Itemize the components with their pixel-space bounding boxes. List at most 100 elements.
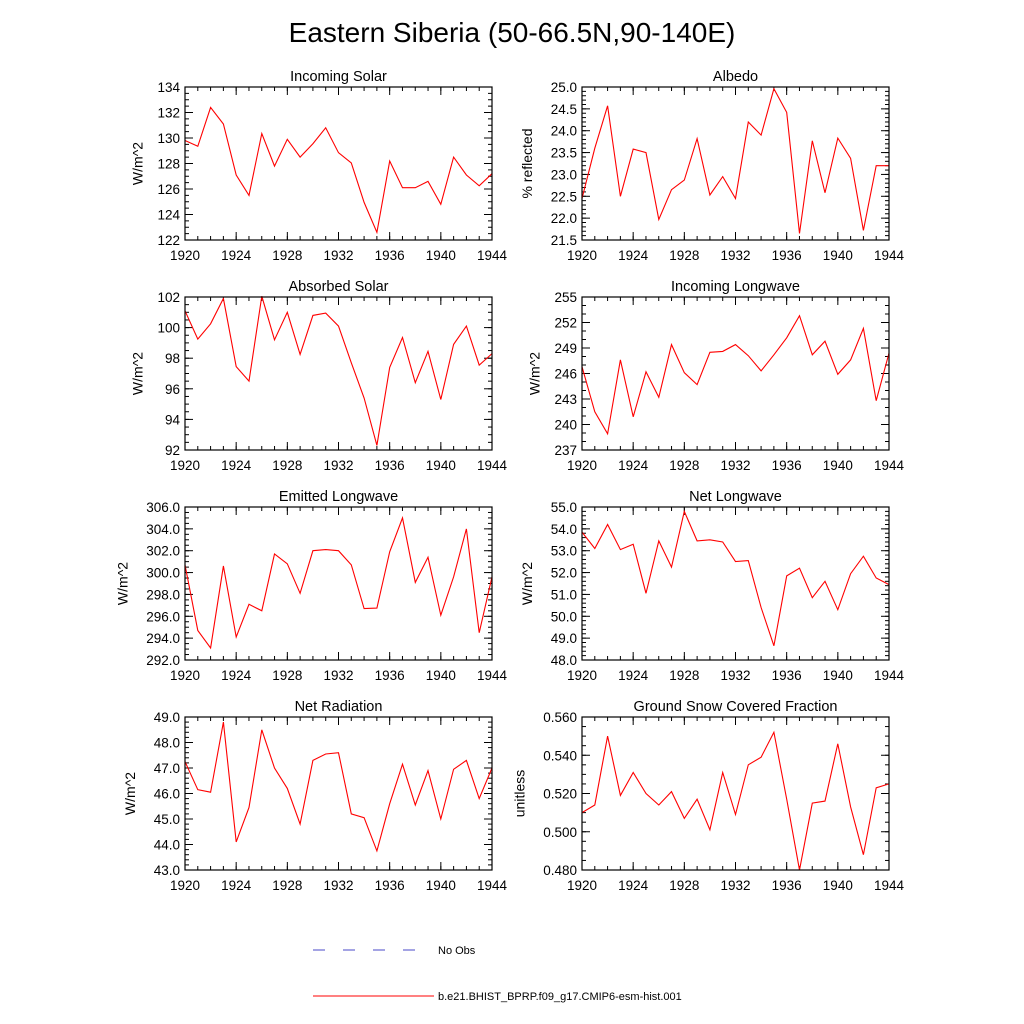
plot-frame <box>184 86 493 241</box>
y-tick-label: 298.0 <box>146 587 180 602</box>
x-tick-label: 1920 <box>567 668 597 683</box>
series-line <box>581 87 889 234</box>
x-tick-label: 1944 <box>874 878 905 893</box>
y-axis-label: unitless <box>512 770 528 817</box>
x-tick-label: 1924 <box>221 878 252 893</box>
x-tick-label: 1944 <box>874 458 905 473</box>
x-tick-label: 1928 <box>669 668 699 683</box>
y-tick-label: 102 <box>157 290 180 305</box>
series-line <box>184 296 493 446</box>
plot-frame <box>581 86 890 241</box>
y-tick-label: 55.0 <box>551 500 577 515</box>
y-tick-label: 49.0 <box>154 710 180 725</box>
plot-frame <box>184 296 493 451</box>
panel-net-radiation: Net Radiation 1920 1924 1928 1932 1936 1940 194… <box>122 699 508 893</box>
x-tick-label: 1932 <box>323 878 353 893</box>
x-tick-label: 1944 <box>874 668 905 683</box>
y-tick-label: 94 <box>165 412 181 427</box>
y-axis-label: W/m^2 <box>130 142 146 185</box>
y-tick-label: 306.0 <box>146 500 180 515</box>
x-tick-label: 1928 <box>272 878 302 893</box>
x-tick-label: 1940 <box>823 668 853 683</box>
x-tick-label: 1928 <box>669 458 699 473</box>
y-tick-label: 51.0 <box>551 587 577 602</box>
y-tick-label: 132 <box>157 106 180 121</box>
y-axis-label: W/m^2 <box>122 772 138 815</box>
x-tick-label: 1920 <box>567 878 597 893</box>
y-tick-label: 0.520 <box>543 787 577 802</box>
y-tick-label: 44.0 <box>154 838 180 853</box>
y-tick-label: 52.0 <box>551 566 577 581</box>
x-tick-label: 1940 <box>426 458 456 473</box>
y-tick-label: 100 <box>157 321 180 336</box>
x-tick-label: 1944 <box>477 878 508 893</box>
plot-frame <box>581 296 890 451</box>
x-tick-label: 1924 <box>618 878 649 893</box>
y-tick-label: 294.0 <box>146 631 180 646</box>
series-line <box>184 515 493 650</box>
x-tick-label: 1932 <box>720 248 750 263</box>
series-line <box>184 722 493 853</box>
y-tick-label: 21.5 <box>551 233 577 248</box>
x-tick-label: 1924 <box>221 248 252 263</box>
legend-label-no-obs: No Obs <box>438 945 476 957</box>
x-tick-label: 1936 <box>772 248 802 263</box>
x-tick-label: 1928 <box>272 458 302 473</box>
x-tick-label: 1944 <box>874 248 905 263</box>
legend-label-model: b.e21.BHIST_BPRP.f09_g17.CMIP6-esm-hist.… <box>438 991 682 1003</box>
y-tick-label: 23.5 <box>551 146 577 161</box>
x-tick-label: 1940 <box>426 878 456 893</box>
x-tick-label: 1928 <box>669 248 699 263</box>
panel-albedo: Albedo 1920 1924 1928 1932 1936 1940 1944 21.5 22… <box>519 69 905 263</box>
panel-emitted-longwave: Emitted Longwave 1920 1924 1928 1932 1936 1940… <box>115 489 508 683</box>
x-tick-label: 1936 <box>375 248 405 263</box>
y-tick-label: 53.0 <box>551 544 577 559</box>
x-tick-label: 1936 <box>772 878 802 893</box>
x-tick-label: 1936 <box>375 458 405 473</box>
y-axis-label: W/m^2 <box>527 352 543 395</box>
x-tick-label: 1940 <box>426 248 456 263</box>
y-axis-label: W/m^2 <box>130 352 146 395</box>
y-tick-label: 128 <box>157 157 180 172</box>
panel-title: Absorbed Solar <box>289 279 389 295</box>
series-line <box>184 106 493 235</box>
y-axis-label: W/m^2 <box>115 562 131 605</box>
y-tick-label: 50.0 <box>551 609 577 624</box>
y-tick-label: 296.0 <box>146 609 180 624</box>
y-tick-label: 246 <box>554 367 577 382</box>
figure-title: Eastern Siberia (50-66.5N,90-140E) <box>289 17 736 48</box>
y-tick-label: 126 <box>157 182 180 197</box>
y-axis-label: W/m^2 <box>519 562 535 605</box>
x-tick-label: 1920 <box>170 878 200 893</box>
x-tick-label: 1944 <box>477 248 508 263</box>
x-tick-label: 1944 <box>477 668 508 683</box>
y-tick-label: 45.0 <box>154 812 180 827</box>
x-tick-label: 1940 <box>823 458 853 473</box>
x-tick-label: 1944 <box>477 458 508 473</box>
panel-title: Emitted Longwave <box>279 489 398 505</box>
series-line <box>581 730 890 871</box>
y-tick-label: 304.0 <box>146 522 180 537</box>
x-tick-label: 1936 <box>375 878 405 893</box>
x-tick-label: 1928 <box>272 668 302 683</box>
x-tick-label: 1940 <box>426 668 456 683</box>
y-tick-label: 237 <box>554 443 577 458</box>
panel-ground-snow-covered-fraction: Ground Snow Covered Fraction 1920 1924 1928… <box>512 699 905 893</box>
x-tick-label: 1920 <box>567 458 597 473</box>
y-tick-label: 22.5 <box>551 189 577 204</box>
y-tick-label: 47.0 <box>154 761 180 776</box>
panel-title: Net Radiation <box>295 699 383 715</box>
y-tick-label: 49.0 <box>551 631 577 646</box>
y-tick-label: 130 <box>157 131 180 146</box>
plot-frame <box>581 506 890 661</box>
panel-title: Incoming Longwave <box>671 279 800 295</box>
y-axis-label: % reflected <box>519 128 535 198</box>
series-line <box>581 314 890 436</box>
x-tick-label: 1924 <box>618 248 649 263</box>
x-tick-label: 1920 <box>170 458 200 473</box>
x-tick-label: 1932 <box>720 668 750 683</box>
plot-frame <box>581 716 890 871</box>
y-tick-label: 96 <box>165 382 180 397</box>
x-tick-label: 1932 <box>720 878 750 893</box>
